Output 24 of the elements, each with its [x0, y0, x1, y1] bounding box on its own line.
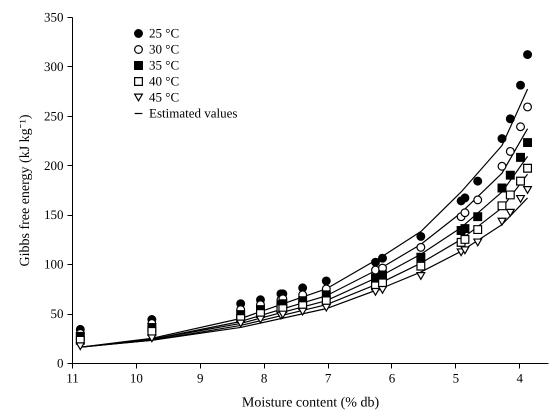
legend-label: 45 °C	[149, 90, 180, 104]
y-tick-label: 50	[50, 306, 64, 322]
x-tick-label: 11	[66, 370, 79, 386]
legend-label: Estimated values	[149, 106, 238, 120]
legend-label: 30 °C	[149, 42, 180, 56]
x-tick-label: 10	[130, 370, 143, 386]
y-axis-title: Gibbs free energy (kJ kg⁻¹)	[18, 114, 33, 267]
x-tick-label: 6	[388, 370, 396, 386]
y-tick-label: 300	[44, 58, 64, 74]
y-tick-label: 250	[44, 108, 64, 124]
y-tick-label: 100	[44, 256, 64, 272]
y-tick-label: 150	[44, 207, 64, 222]
x-tick-label: 4	[516, 370, 524, 386]
y-tick-label: 0	[57, 356, 64, 370]
y-tick-label: 200	[44, 158, 64, 173]
x-tick-label: 8	[260, 370, 268, 386]
legend-label: 40 °C	[149, 74, 180, 88]
x-tick-label: 9	[197, 370, 204, 386]
x-tick-label: 5	[452, 370, 460, 386]
y-tick-label: 350	[44, 10, 64, 24]
legend-label: 25 °C	[149, 26, 180, 40]
x-axis-title: Moisture content (% db)	[242, 396, 380, 410]
x-tick-label: 7	[324, 370, 332, 386]
legend-label: 35 °C	[149, 58, 180, 72]
